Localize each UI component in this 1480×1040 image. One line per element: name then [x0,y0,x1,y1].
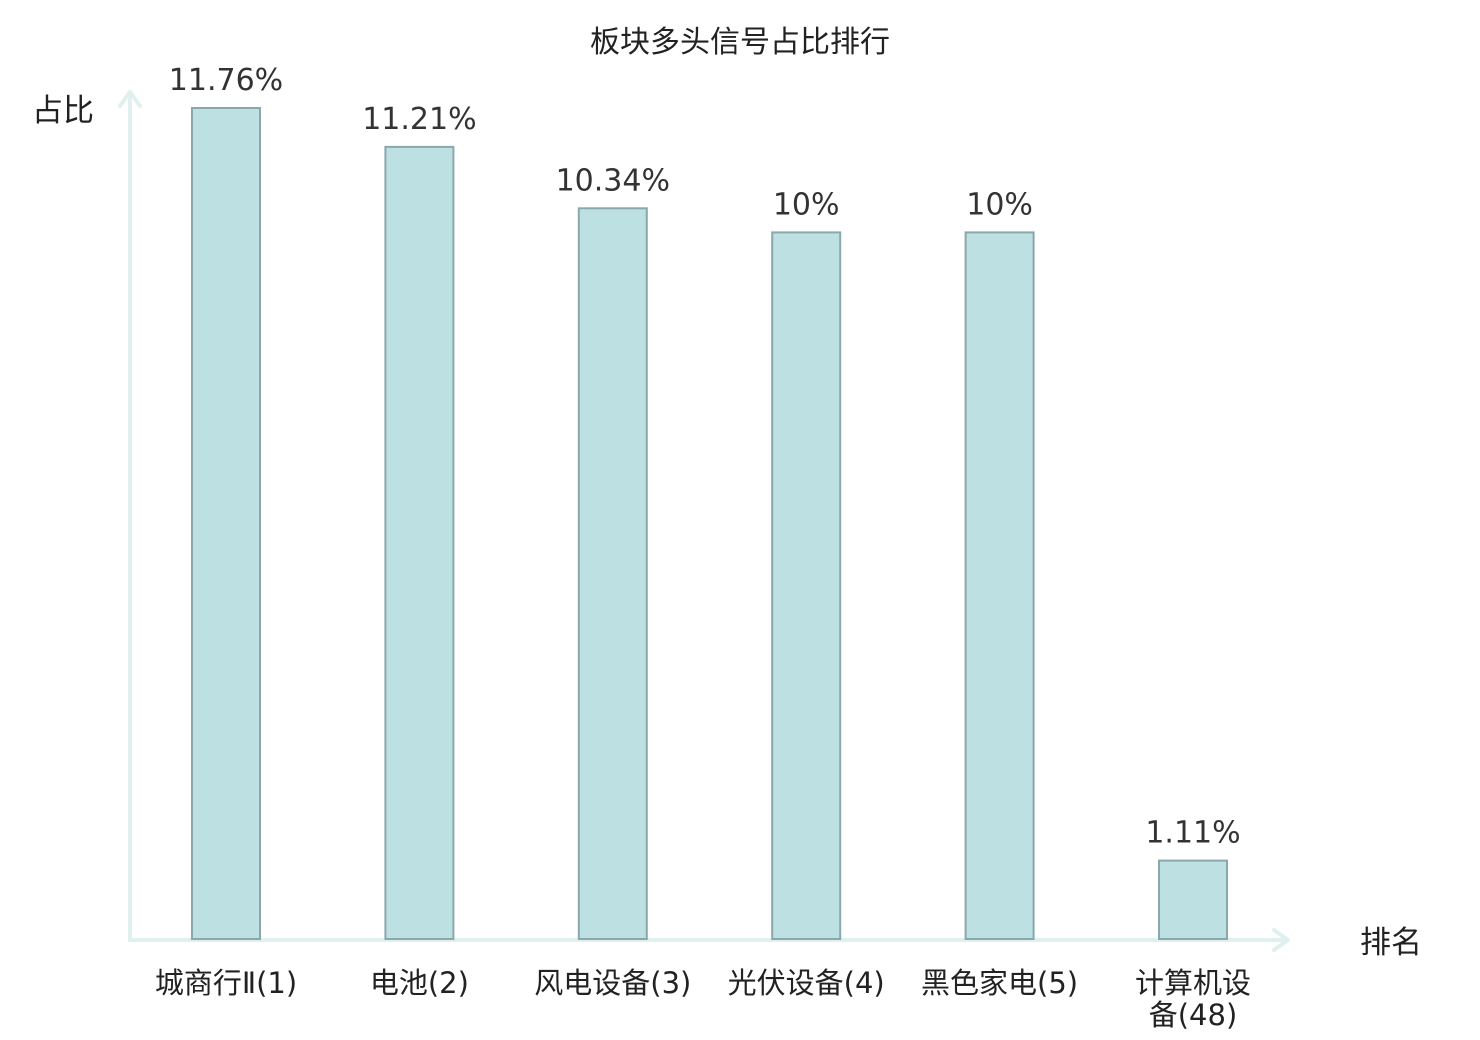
bar [771,231,842,940]
tick-label-line: 城商行Ⅱ(1) [155,966,297,1000]
tick-label-line: 备(48) [1149,998,1238,1032]
chart-title: 板块多头信号占比排行 [590,25,890,60]
tick-label-line: 风电设备(3) [534,966,691,1000]
data-label: 10% [773,187,840,222]
tick-label: 光伏设备(4) [728,966,885,1000]
tick-label: 黑色家电(5) [921,966,1078,1000]
x-axis-label: 排名 [1360,925,1422,961]
tick-label: 城商行Ⅱ(1) [155,966,297,1000]
data-label: 10% [966,187,1033,222]
bar [1158,859,1228,940]
tick-label-line: 黑色家电(5) [921,966,1078,1000]
bar [577,207,648,941]
tick-label: 风电设备(3) [534,966,691,1000]
y-axis-label: 占比 [32,93,94,129]
bars-group [191,107,1228,941]
data-labels-group: 11.76% 11.21% 10.34% 10% 10% 1.11% [169,63,1241,851]
tick-label-line: 计算机设 [1135,966,1251,1000]
x-axis-arrow-icon [1272,928,1290,952]
data-label: 11.21% [362,102,476,137]
bar [384,145,455,940]
tick-label-line: 电池(2) [370,966,469,1000]
data-label: 1.11% [1145,816,1240,851]
bar [964,231,1035,940]
tick-label: 计算机设备(48) [1135,966,1251,1032]
tick-label: 电池(2) [370,966,469,1000]
tick-label-line: 光伏设备(4) [728,966,885,1000]
data-label: 11.76% [169,63,283,98]
y-axis-arrow-icon [118,90,142,108]
data-label: 10.34% [556,163,670,198]
bar [191,107,261,940]
tick-labels-group: 城商行Ⅱ(1) 电池(2) 风电设备(3) 光伏设备(4) 黑色家电(5) 计算机设备(4… [155,966,1251,1032]
